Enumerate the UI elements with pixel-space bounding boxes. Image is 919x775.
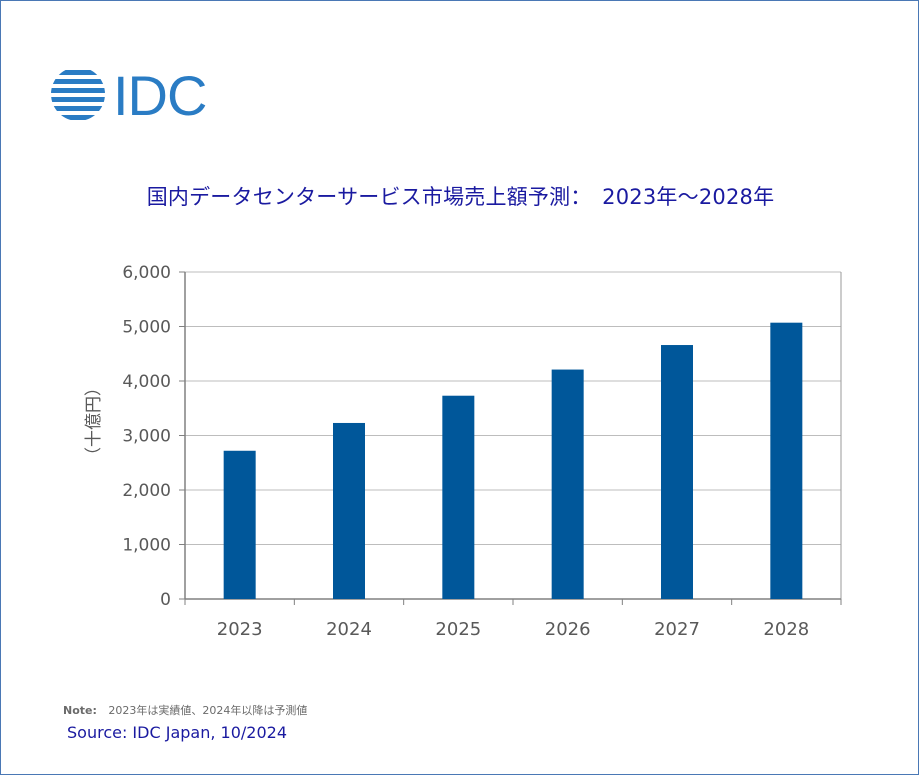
bar-2028 [770,322,803,599]
idc-logo: IDC [51,67,241,123]
bar-2023 [223,450,256,599]
source-text: Source: IDC Japan, 10/2024 [67,723,287,742]
globe-icon [51,70,105,120]
bar-2024 [333,422,365,599]
x-tick-label-2024: 2024 [326,619,372,640]
bar-2027 [661,345,693,599]
y-tick-label-2000: 2,000 [122,481,171,501]
x-tick-label-2023: 2023 [217,619,263,640]
grid-layer [185,271,841,545]
bar-chart: 0 1,000 2,000 3,000 4,000 5,000 6,000 2023 2024 2… [84,263,842,640]
y-tick-label-3000: 3,000 [122,427,171,447]
y-axis-title: （十億円） [84,379,104,464]
x-tick-label-2025: 2025 [435,619,481,640]
note: Note: 2023年は実績値、2024年以降は予測値 [63,702,307,718]
y-tick-label-0: 0 [160,590,171,610]
idc-logo-graphic: IDC [51,67,207,123]
y-tick-label-1000: 1,000 [122,536,171,556]
y-tick-label-6000: 6,000 [122,263,171,283]
chart-title: 国内データセンターサービス市場売上額予測： 2023年～2028年 [146,185,775,209]
y-tick-label-5000: 5,000 [122,318,171,338]
svg-text:IDC: IDC [113,67,206,123]
bar-layer [223,322,803,599]
bar-2026 [551,369,584,599]
label-layer: 0 1,000 2,000 3,000 4,000 5,000 6,000 2023 2024 2… [84,263,809,640]
x-tick-label-2026: 2026 [545,619,591,640]
note-label: Note: [63,704,97,717]
note-text: 2023年は実績値、2024年以降は予測値 [108,704,308,717]
y-tick-label-4000: 4,000 [122,372,171,392]
x-tick-label-2028: 2028 [763,619,809,640]
x-tick-label-2027: 2027 [654,619,700,640]
axis-layer [179,271,842,605]
bar-2025 [442,395,475,599]
